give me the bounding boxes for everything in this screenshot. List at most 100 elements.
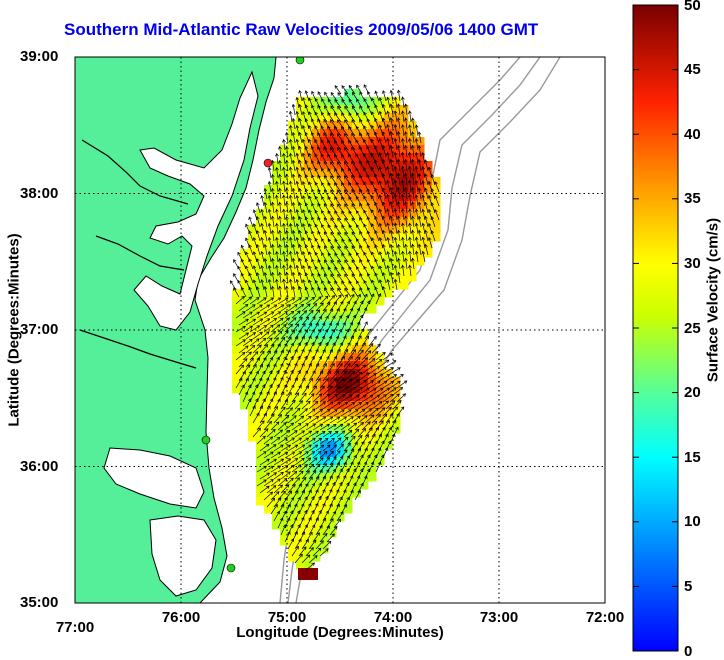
velocity-arrowhead (403, 380, 408, 384)
velocity-arrowhead (351, 189, 355, 193)
velocity-arrowhead (322, 348, 326, 353)
velocity-arrow (409, 111, 412, 123)
velocity-arrowhead (285, 484, 290, 488)
velocity-cell (264, 433, 273, 442)
velocity-cell (392, 409, 401, 418)
velocity-arrowhead (359, 273, 363, 277)
velocity-arrow (308, 303, 317, 312)
velocity-cell (288, 377, 297, 386)
velocity-arrowhead (263, 243, 268, 248)
velocity-arrow (248, 216, 254, 228)
velocity-arrow (305, 188, 310, 200)
velocity-cell (312, 465, 321, 474)
velocity-arrow (241, 287, 247, 298)
velocity-arrowhead (245, 223, 249, 228)
velocity-arrow (402, 152, 405, 165)
velocity-arrowhead (385, 400, 390, 405)
velocity-arrow (277, 406, 286, 417)
velocity-arrow (418, 216, 422, 228)
velocity-arrowhead (327, 182, 331, 186)
velocity-arrowhead (330, 401, 334, 405)
velocity-arrowhead (295, 209, 300, 213)
velocity-arrowhead (255, 370, 259, 375)
velocity-arrowhead (410, 131, 415, 135)
velocity-arrowhead (308, 251, 312, 255)
velocity-arrowhead (376, 394, 381, 398)
velocity-cell (352, 361, 361, 370)
velocity-arrowhead (343, 461, 347, 466)
velocity-cell (344, 265, 353, 274)
velocity-arrow (252, 304, 263, 312)
velocity-arrowhead (323, 203, 328, 207)
velocity-cell (384, 161, 393, 170)
velocity-arrowhead (317, 230, 321, 235)
velocity-arrowhead (252, 377, 256, 382)
rappahannock-river (95, 235, 185, 271)
james-river (79, 329, 197, 369)
velocity-arrowhead (427, 194, 432, 199)
velocity-arrow (382, 159, 387, 172)
velocity-arrowhead (275, 250, 279, 255)
velocity-arrow (357, 372, 370, 382)
velocity-arrowhead (378, 433, 382, 438)
velocity-arrow (280, 458, 291, 466)
velocity-arrowhead (285, 229, 289, 234)
velocity-arrow (276, 167, 279, 179)
velocity-arrowhead (310, 463, 315, 468)
velocity-cell (240, 401, 249, 410)
velocity-arrowhead (308, 209, 312, 214)
velocity-arrowhead (271, 497, 276, 502)
velocity-arrowhead (255, 229, 260, 234)
velocity-arrow (286, 202, 289, 214)
velocity-arrowhead (303, 546, 307, 550)
velocity-cell (320, 297, 329, 306)
velocity-cell (312, 169, 321, 178)
velocity-arrowhead (424, 159, 428, 163)
velocity-arrow (276, 223, 279, 235)
velocity-arrowhead (253, 364, 257, 368)
velocity-arrowhead (273, 318, 278, 322)
velocity-arrowhead (311, 258, 315, 263)
velocity-arrowhead (318, 482, 322, 486)
velocity-arrowhead (269, 436, 274, 440)
velocity-arrow (402, 237, 405, 249)
velocity-cell (248, 401, 257, 410)
velocity-arrow (364, 414, 375, 424)
velocity-arrow (301, 303, 311, 312)
velocity-cell (248, 225, 257, 234)
velocity-arrowhead (310, 547, 314, 551)
velocity-arrowhead (284, 285, 289, 290)
velocity-arrowhead (378, 251, 383, 255)
velocity-cell (248, 385, 257, 394)
velocity-arrow (409, 237, 412, 249)
velocity-cell (320, 489, 329, 498)
velocity-arrowhead (355, 428, 360, 433)
velocity-arrowhead (322, 416, 327, 420)
velocity-cell (336, 329, 345, 338)
velocity-arrowhead (330, 450, 334, 455)
velocity-arrowhead (292, 483, 296, 488)
velocity-arrow (394, 166, 398, 179)
velocity-arrow (322, 457, 330, 466)
velocity-cell (304, 289, 313, 298)
velocity-arrow (375, 407, 386, 417)
velocity-arrowhead (378, 401, 383, 405)
velocity-arrowhead (331, 294, 335, 299)
velocity-arrow (305, 104, 310, 116)
velocity-arrowhead (356, 394, 360, 398)
velocity-arrow (327, 154, 335, 165)
velocity-arrow (277, 517, 284, 529)
velocity-arrow (319, 438, 329, 445)
velocity-arrowhead (410, 172, 415, 177)
velocity-arrowhead (291, 243, 296, 248)
velocity-arrow (301, 554, 311, 564)
velocity-arrowhead (305, 483, 309, 487)
velocity-arrowhead (355, 125, 359, 130)
velocity-arrowhead (337, 259, 341, 264)
velocity-arrow (301, 416, 312, 424)
velocity-arrow (264, 286, 268, 298)
velocity-cell (384, 289, 393, 298)
velocity-arrowhead (386, 124, 390, 128)
velocity-arrowhead (295, 278, 300, 283)
velocity-cell (368, 417, 377, 426)
